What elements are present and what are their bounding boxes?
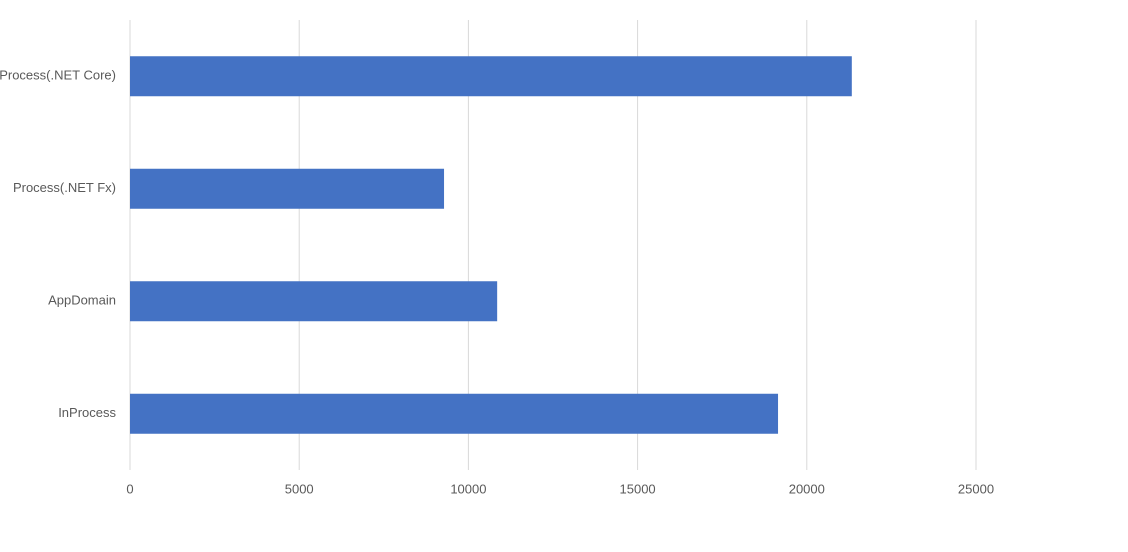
y-tick-label: Process(.NET Core) (0, 68, 116, 83)
bar (130, 56, 852, 97)
x-tick-label: 15000 (620, 481, 656, 496)
y-tick-label: InProcess (58, 405, 116, 420)
bar (130, 168, 445, 209)
bar (130, 281, 498, 322)
x-tick-label: 20000 (789, 481, 825, 496)
x-tick-label: 0 (126, 481, 133, 496)
x-tick-label: 5000 (285, 481, 314, 496)
x-tick-label: 10000 (450, 481, 486, 496)
bar (130, 393, 779, 434)
y-tick-label: Process(.NET Fx) (13, 180, 116, 195)
x-tick-label: 25000 (958, 481, 994, 496)
y-tick-label: AppDomain (48, 293, 116, 308)
